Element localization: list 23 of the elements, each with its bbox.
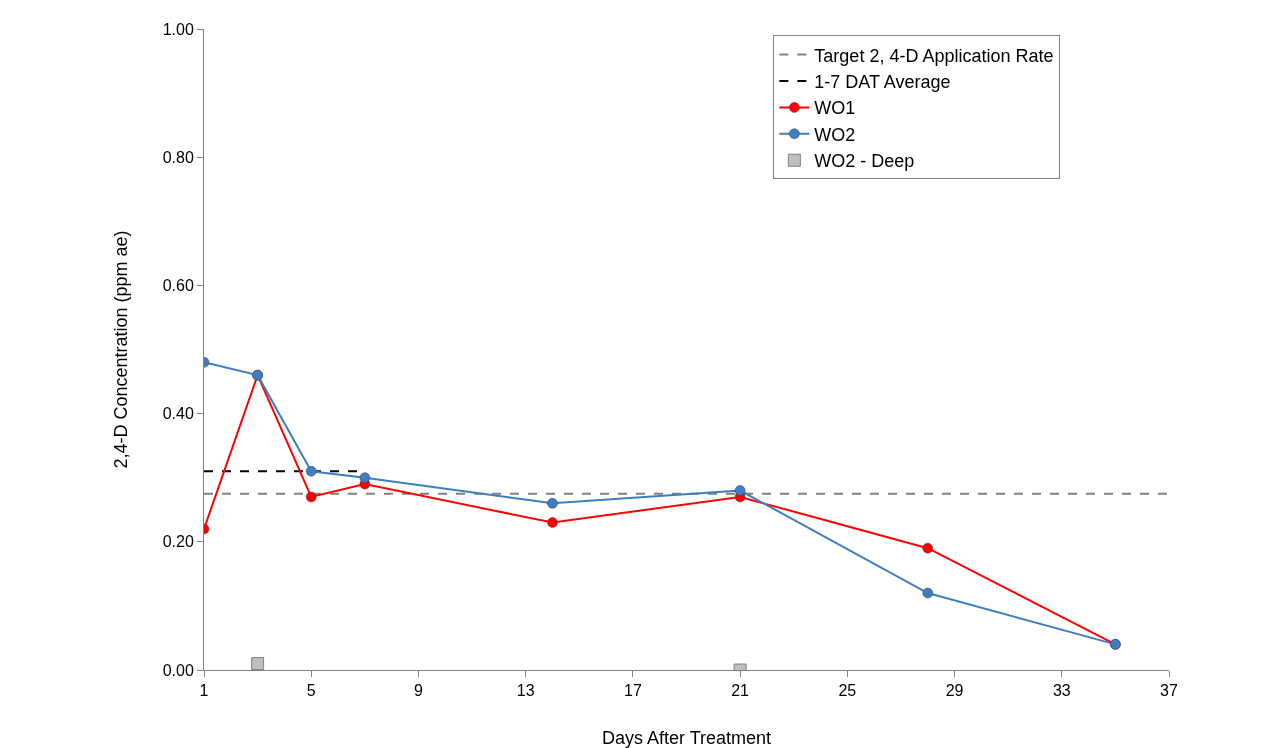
x-tick-label: 5 bbox=[306, 682, 316, 700]
y-tick-label: 1.00 bbox=[162, 20, 194, 38]
y-tick-label: 0.40 bbox=[162, 405, 194, 423]
x-tick-label: 17 bbox=[623, 682, 642, 700]
x-tick-label: 21 bbox=[731, 682, 750, 700]
x-tick-label: 25 bbox=[838, 682, 857, 700]
y-axis-title: 2,4-D Concentration (ppm ae) bbox=[110, 230, 131, 469]
legend-label: Target 2, 4-D Application Rate bbox=[814, 45, 1054, 66]
legend-label: WO1 bbox=[814, 98, 856, 119]
legend-label: 1-7 DAT Average bbox=[814, 72, 951, 93]
x-tick-label: 13 bbox=[516, 682, 535, 700]
y-tick-label: 0.80 bbox=[162, 148, 194, 166]
legend-label: WO2 - Deep bbox=[814, 151, 915, 172]
y-tick-label: 0.20 bbox=[162, 533, 194, 551]
y-tick-label: 0.60 bbox=[162, 277, 194, 294]
x-tick-label: 1 bbox=[199, 682, 209, 700]
y-tick-label: 0.00 bbox=[162, 661, 194, 679]
x-axis-title: Days After Treatment bbox=[601, 728, 772, 748]
legend-label: WO2 bbox=[814, 124, 856, 145]
x-tick-label: 29 bbox=[945, 682, 964, 700]
x-tick-label: 37 bbox=[1160, 682, 1178, 700]
x-tick-label: 9 bbox=[413, 682, 423, 700]
x-tick-label: 33 bbox=[1052, 682, 1071, 700]
